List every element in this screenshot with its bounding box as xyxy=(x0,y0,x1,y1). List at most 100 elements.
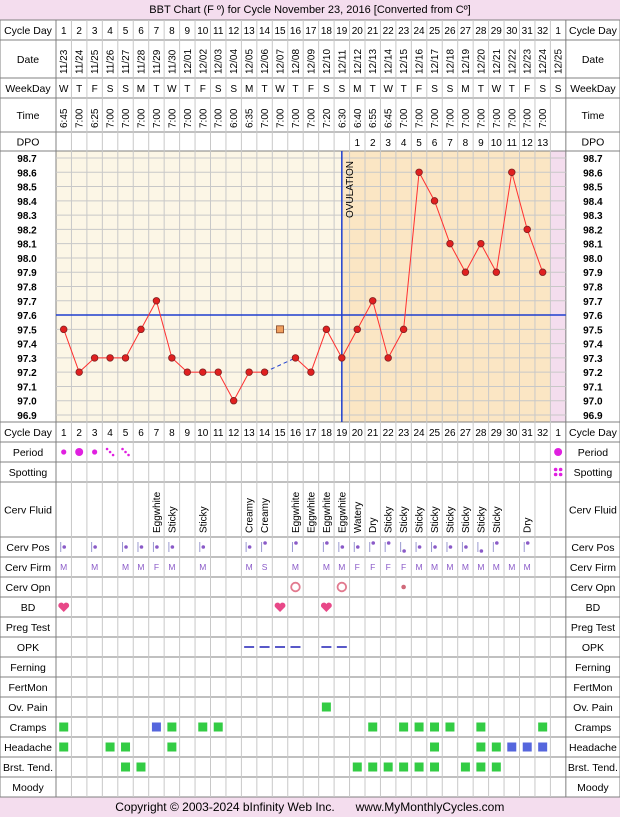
row-label-time: Time xyxy=(17,110,40,122)
brst-marker xyxy=(430,762,440,772)
cerv-opn-open-icon xyxy=(336,581,348,593)
row-label-cerv-opn-right: Cerv Opn xyxy=(570,582,615,594)
cycle-day-number: 12 xyxy=(228,26,240,37)
row-label-fertmon: FertMon xyxy=(8,682,47,694)
temp-point xyxy=(199,368,207,376)
dpo-label: 11 xyxy=(507,138,518,149)
cerv-firm-label: M xyxy=(137,562,144,572)
row-label-cerv-fluid-right: Cerv Fluid xyxy=(569,505,617,517)
temp-point xyxy=(461,268,470,276)
temp-line-segment xyxy=(140,300,157,330)
temp-point xyxy=(260,368,269,376)
cerv-firm-label: M xyxy=(199,562,206,572)
cycle-day-number: 4 xyxy=(107,428,113,439)
period-spotting-dot xyxy=(108,450,112,454)
weekday-label: W xyxy=(59,84,69,95)
cerv-pos-dot xyxy=(124,545,128,549)
weekday-label: T xyxy=(184,84,190,95)
cycle-day-number: 11 xyxy=(213,26,224,37)
cerv-fluid-label: Sticky xyxy=(399,506,410,533)
date-label: 12/21 xyxy=(492,49,503,74)
y-tick-label-right: 97.9 xyxy=(583,268,603,279)
y-tick-label-left: 97.1 xyxy=(17,382,37,393)
brst-marker xyxy=(136,762,146,772)
time-label: 7:00 xyxy=(415,108,426,128)
weekday-label: M xyxy=(353,84,361,95)
weekday-label: W xyxy=(275,84,285,95)
period-spotting-dot xyxy=(124,450,127,454)
temp-line-segment xyxy=(63,329,80,373)
temp-point xyxy=(508,168,516,176)
y-tick-label-right: 98.1 xyxy=(583,240,603,251)
cycle-day-number: 3 xyxy=(92,428,98,439)
cerv-fluid-label: Dry xyxy=(523,517,534,533)
temp-point xyxy=(477,239,485,248)
weekday-label: S xyxy=(447,84,454,95)
headache-marker xyxy=(476,742,486,752)
time-label: 7:00 xyxy=(136,108,147,128)
date-label: 12/09 xyxy=(306,49,317,74)
date-label: 12/16 xyxy=(415,49,426,74)
dpo-label: 12 xyxy=(522,138,534,149)
cycle-day-number: 20 xyxy=(352,26,364,37)
cerv-firm-label: M xyxy=(431,562,438,572)
temp-point xyxy=(430,197,439,205)
row-label-ferning-right: Ferning xyxy=(575,662,611,674)
headache-marker xyxy=(105,742,115,752)
cramps-marker xyxy=(476,722,486,732)
cerv-firm-label: M xyxy=(122,562,129,572)
y-tick-label-right: 97.1 xyxy=(583,382,603,393)
cerv-fluid-label: Creamy xyxy=(260,498,271,533)
cycle-day-number: 28 xyxy=(475,26,487,37)
brst-marker xyxy=(383,762,393,772)
temp-line-segment xyxy=(511,172,528,230)
temp-point xyxy=(384,354,392,362)
cycle-day-number: 8 xyxy=(169,26,175,37)
headache-marker xyxy=(167,742,177,752)
footer-site-link[interactable]: www.MyMonthlyCycles.com xyxy=(355,800,505,814)
cerv-opn-open-icon xyxy=(290,581,301,593)
brst-marker xyxy=(414,762,424,772)
weekday-label: T xyxy=(509,84,515,95)
y-tick-label-left: 97.4 xyxy=(17,340,37,351)
y-tick-label-right: 98.0 xyxy=(583,254,603,265)
date-label: 11/28 xyxy=(136,49,147,74)
time-label: 7:00 xyxy=(152,108,163,128)
cycle-day-number: 17 xyxy=(305,428,317,439)
cerv-fluid-label: Sticky xyxy=(430,506,441,533)
label-layer: 98.7 98.7 98.6 98.6 98.5 98.5 98.4 98.4 98.3 98.3… xyxy=(3,25,618,794)
cerv-firm-label: S xyxy=(262,562,268,572)
date-label: 11/25 xyxy=(90,49,101,74)
date-label: 12/07 xyxy=(276,49,287,74)
weekday-label: S xyxy=(539,84,546,95)
weekday-label: W xyxy=(492,84,502,95)
weekday-label: S xyxy=(215,84,222,95)
cerv-fluid-label: Eggwhite xyxy=(337,491,348,533)
cycle-day-number: 15 xyxy=(274,428,286,439)
footer-copyright: Copyright © 2003-2024 bInfinity Web Inc. xyxy=(115,800,334,814)
cerv-firm-label: F xyxy=(401,562,406,572)
cycle-day-number: 25 xyxy=(429,428,441,439)
date-label: 12/02 xyxy=(198,49,209,74)
cycle-day-number: 14 xyxy=(259,428,271,439)
period-spotting-dot xyxy=(105,447,109,451)
dpo-label: 9 xyxy=(478,138,484,149)
cerv-firm-label: M xyxy=(60,562,67,572)
temp-line-segment xyxy=(434,200,451,244)
temp-point xyxy=(415,168,423,176)
row-label-bd-right: BD xyxy=(586,602,601,614)
cerv-firm-label: M xyxy=(323,562,330,572)
time-label: 7:00 xyxy=(507,108,518,128)
time-label: 6:55 xyxy=(368,108,379,128)
cramps-marker xyxy=(430,722,440,732)
cerv-firm-label: F xyxy=(154,562,159,572)
cycle-day-number: 27 xyxy=(460,26,472,37)
cerv-pos-dot xyxy=(464,545,468,549)
cycle-day-number: 23 xyxy=(398,26,410,37)
time-label: 7:00 xyxy=(538,108,549,128)
date-label: 12/14 xyxy=(384,49,395,74)
cerv-pos-dot xyxy=(371,541,376,545)
y-tick-label-right: 98.2 xyxy=(583,225,603,236)
date-label: 12/11 xyxy=(337,49,348,74)
date-label: 12/03 xyxy=(214,49,225,74)
